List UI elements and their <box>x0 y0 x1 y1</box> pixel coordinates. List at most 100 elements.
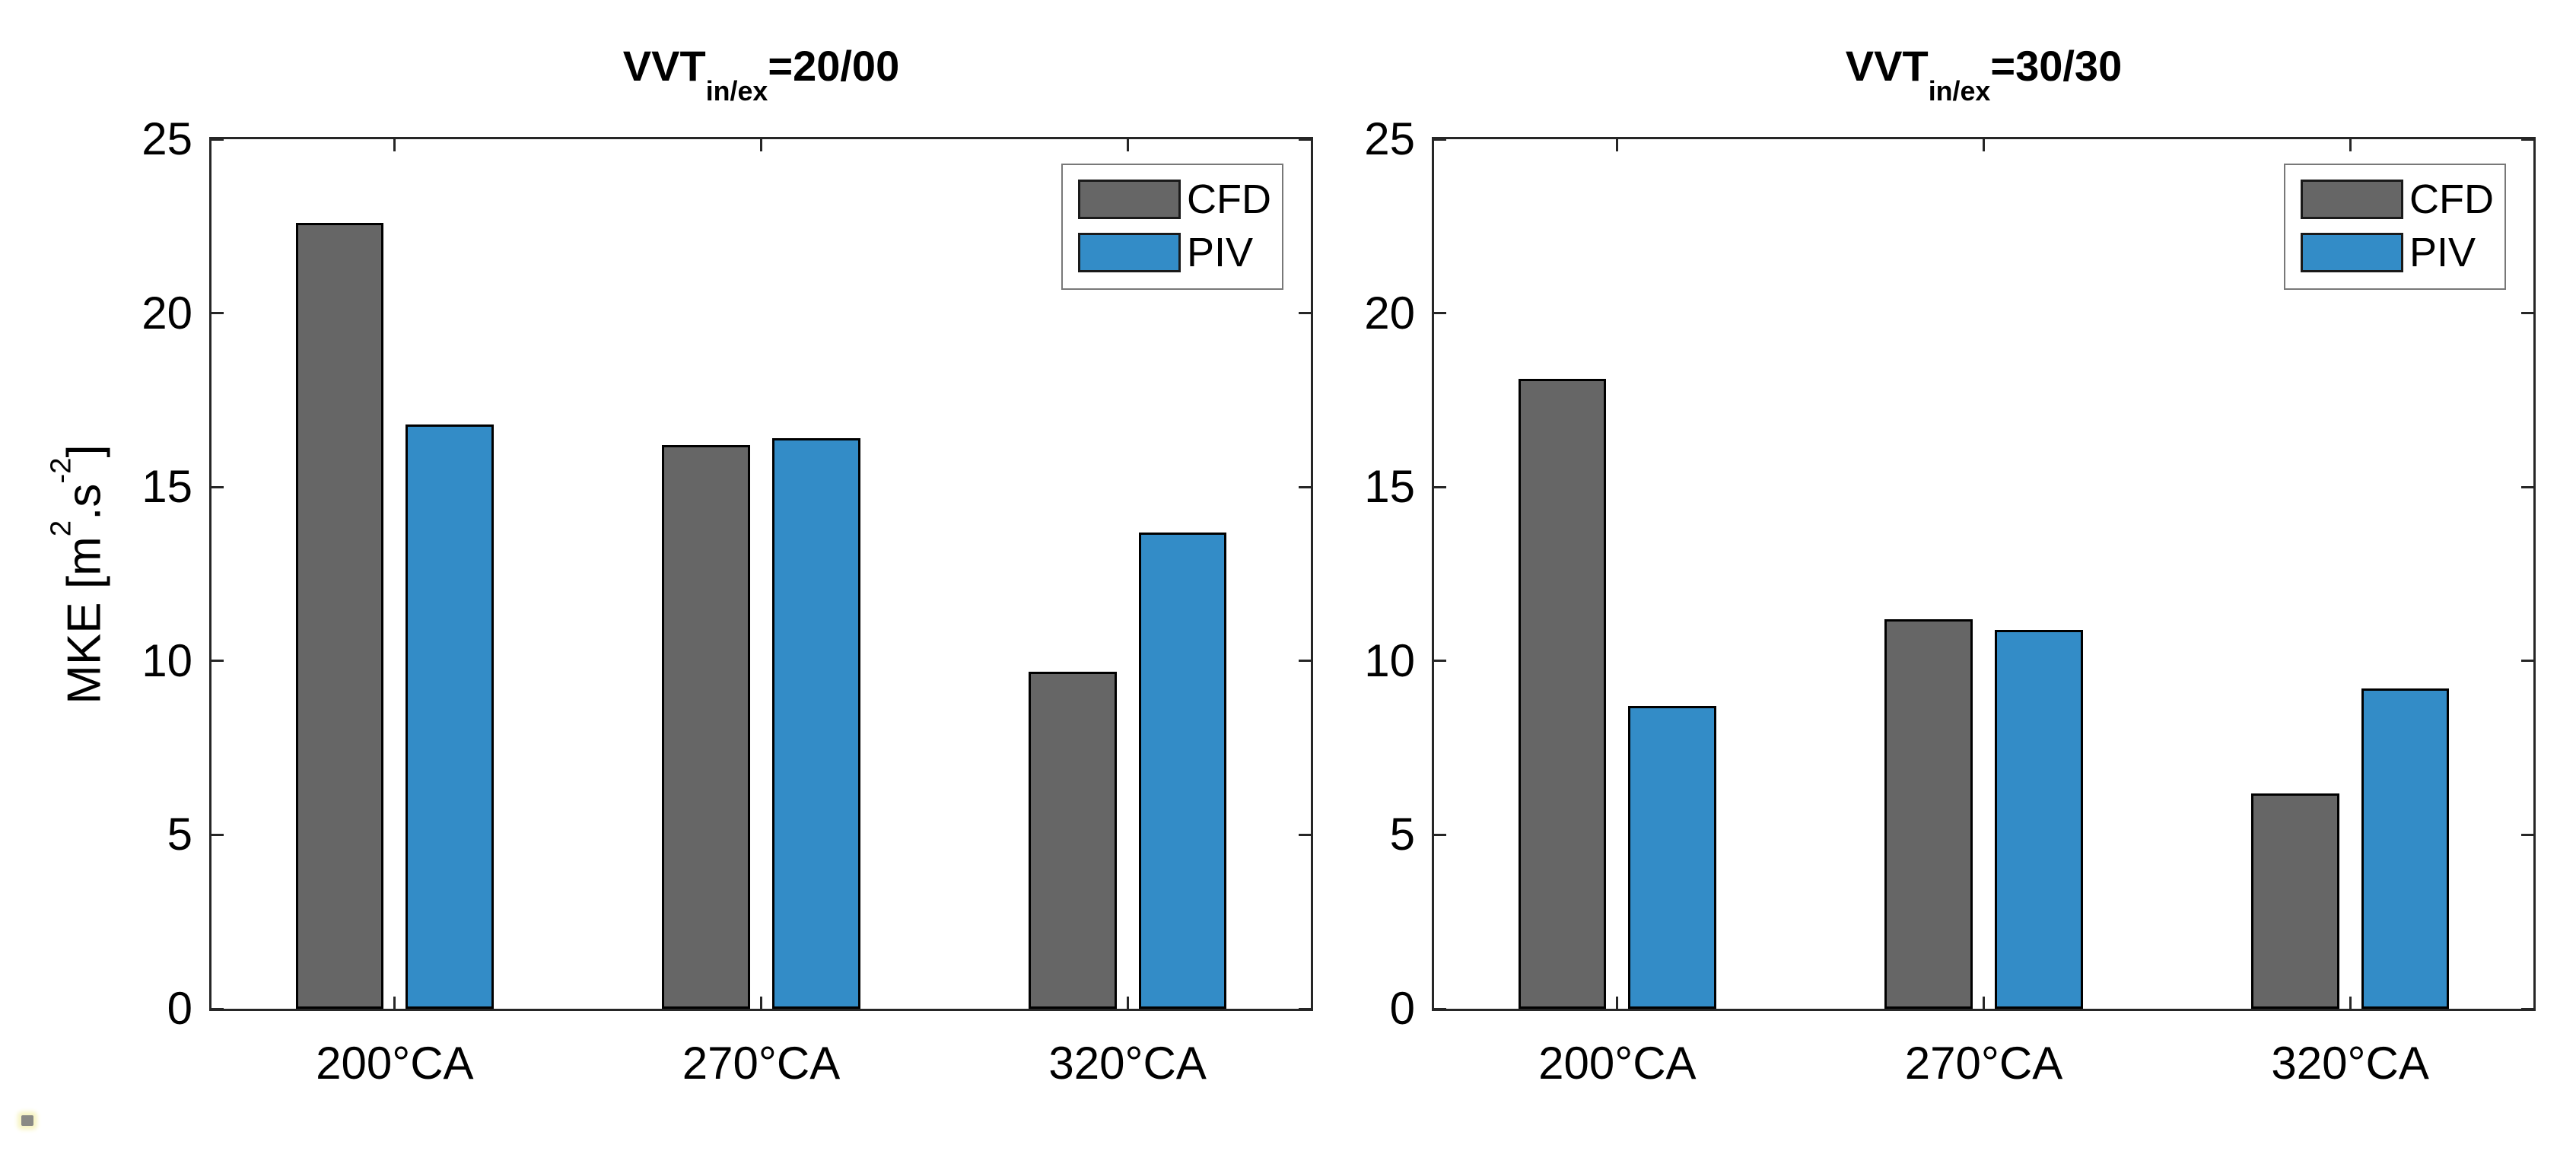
title-subscript: in/ex <box>1928 75 1991 107</box>
ytick-mark-right-0 <box>2521 1007 2533 1010</box>
ytick-mark-right-15 <box>1299 485 1311 488</box>
legend-box: CFD PIV <box>2284 164 2506 290</box>
legend-row-cfd: CFD <box>2301 179 2494 220</box>
ytick-mark-right-5 <box>2521 833 2533 836</box>
plot-area: VVTin/ex=20/00 MKE [m2.s-2] CFD PIV 0 5 10 1… <box>44 44 1313 1086</box>
ytick-label-20: 20 <box>142 287 192 339</box>
ytick-mark-left-0 <box>1434 1007 1446 1010</box>
ytick-mark-right-25 <box>1299 138 1311 141</box>
ylabel-pre: MKE [m <box>57 536 110 704</box>
title-subscript: in/ex <box>705 75 768 107</box>
xtick-mark-top-270ca <box>1983 139 1985 151</box>
bar-cfd-320ca <box>1029 671 1117 1009</box>
ytick-mark-right-25 <box>2521 138 2533 141</box>
bar-cfd-320ca <box>2251 793 2339 1009</box>
ylabel-sup-minus2: -2 <box>43 457 77 484</box>
ytick-label-15: 15 <box>1364 461 1415 513</box>
legend-label-piv: PIV <box>1187 230 1254 275</box>
ylabel-post: ] <box>57 444 110 457</box>
ytick-mark-left-0 <box>211 1007 224 1010</box>
y-axis-label: MKE [m2.s-2] <box>44 444 110 704</box>
ytick-mark-left-5 <box>211 833 224 836</box>
xtick-label-200ca: 200°CA <box>316 1038 474 1089</box>
ytick-label-20: 20 <box>1364 287 1415 339</box>
ylabel-mid: .s <box>57 483 110 520</box>
ytick-label-0: 0 <box>1389 983 1415 1034</box>
ytick-mark-right-0 <box>1299 1007 1311 1010</box>
ytick-label-5: 5 <box>1389 809 1415 860</box>
bar-cfd-200ca <box>1518 379 1607 1009</box>
ytick-mark-right-10 <box>2521 660 2533 663</box>
legend-row-cfd: CFD <box>1078 179 1271 220</box>
xtick-mark-bottom-270ca <box>1983 997 1985 1009</box>
bar-piv-270ca <box>771 438 860 1009</box>
chart-title: VVTin/ex=30/30 <box>1845 41 2123 104</box>
chart-panel-vvt-30-30: VVTin/ex=30/30 CFD PIV 0 5 10 15 20 25 200°CA 27… <box>1288 0 2576 1151</box>
ytick-label-15: 15 <box>142 461 192 513</box>
stray-pixel-artifact <box>21 1115 33 1126</box>
xtick-label-320ca: 320°CA <box>1048 1038 1207 1089</box>
xtick-mark-bottom-200ca <box>1616 997 1619 1009</box>
xtick-label-270ca: 270°CA <box>1904 1038 2063 1089</box>
legend-row-piv: PIV <box>1078 232 1267 273</box>
xtick-mark-top-320ca <box>2349 139 2352 151</box>
ytick-mark-right-20 <box>2521 312 2533 315</box>
xtick-mark-bottom-320ca <box>1126 997 1129 1009</box>
title-base: VVT <box>1845 41 1929 90</box>
ytick-mark-right-5 <box>1299 833 1311 836</box>
bar-cfd-200ca <box>295 222 384 1009</box>
xtick-mark-top-320ca <box>1126 139 1129 151</box>
ytick-label-0: 0 <box>167 983 192 1034</box>
xtick-mark-bottom-200ca <box>393 997 396 1009</box>
legend-box: CFD PIV <box>1061 164 1283 290</box>
bar-cfd-270ca <box>662 445 751 1009</box>
ytick-label-5: 5 <box>167 809 192 860</box>
ytick-mark-left-20 <box>211 312 224 315</box>
xtick-mark-top-270ca <box>760 139 762 151</box>
legend-swatch-piv <box>1078 233 1181 272</box>
xtick-label-270ca: 270°CA <box>682 1038 841 1089</box>
ytick-mark-right-20 <box>1299 312 1311 315</box>
ylabel-sup-2: 2 <box>43 520 77 536</box>
legend-row-piv: PIV <box>2301 232 2489 273</box>
ytick-mark-left-15 <box>211 485 224 488</box>
ytick-mark-left-10 <box>211 660 224 663</box>
ytick-label-10: 10 <box>1364 634 1415 686</box>
title-value: =20/00 <box>768 41 900 90</box>
legend-label-cfd: CFD <box>1187 176 1271 222</box>
ytick-mark-left-20 <box>1434 312 1446 315</box>
xtick-label-200ca: 200°CA <box>1538 1038 1697 1089</box>
ytick-label-25: 25 <box>1364 113 1415 164</box>
chart-title: VVTin/ex=20/00 <box>622 41 900 104</box>
ytick-mark-left-15 <box>1434 485 1446 488</box>
ytick-mark-left-5 <box>1434 833 1446 836</box>
plot-area: VVTin/ex=30/30 CFD PIV 0 5 10 15 20 25 200°CA 27… <box>1364 44 2536 1086</box>
bar-piv-270ca <box>1994 629 2083 1009</box>
legend-swatch-cfd <box>2301 180 2403 219</box>
xtick-mark-bottom-320ca <box>2349 997 2352 1009</box>
ytick-mark-left-10 <box>1434 660 1446 663</box>
legend-label-piv: PIV <box>2409 230 2476 275</box>
chart-panel-vvt-20-00: VVTin/ex=20/00 MKE [m2.s-2] CFD PIV 0 5 10 1… <box>44 44 1313 1086</box>
ytick-label-25: 25 <box>142 113 192 164</box>
xtick-label-320ca: 320°CA <box>2271 1038 2429 1089</box>
bar-piv-200ca <box>1628 706 1716 1009</box>
ytick-mark-right-10 <box>1299 660 1311 663</box>
legend-swatch-piv <box>2301 233 2403 272</box>
xtick-mark-top-200ca <box>393 139 396 151</box>
legend-swatch-cfd <box>1078 180 1181 219</box>
xtick-mark-top-200ca <box>1616 139 1619 151</box>
bar-piv-200ca <box>405 424 494 1009</box>
ytick-label-10: 10 <box>142 634 192 686</box>
ytick-mark-right-15 <box>2521 485 2533 488</box>
bar-piv-320ca <box>2361 688 2450 1009</box>
ytick-mark-left-25 <box>1434 138 1446 141</box>
bar-cfd-270ca <box>1884 618 1973 1009</box>
ytick-mark-left-25 <box>211 138 224 141</box>
title-base: VVT <box>622 41 706 90</box>
xtick-mark-bottom-270ca <box>760 997 762 1009</box>
title-value: =30/30 <box>1990 41 2123 90</box>
legend-label-cfd: CFD <box>2409 176 2494 222</box>
bar-piv-320ca <box>1138 532 1227 1009</box>
